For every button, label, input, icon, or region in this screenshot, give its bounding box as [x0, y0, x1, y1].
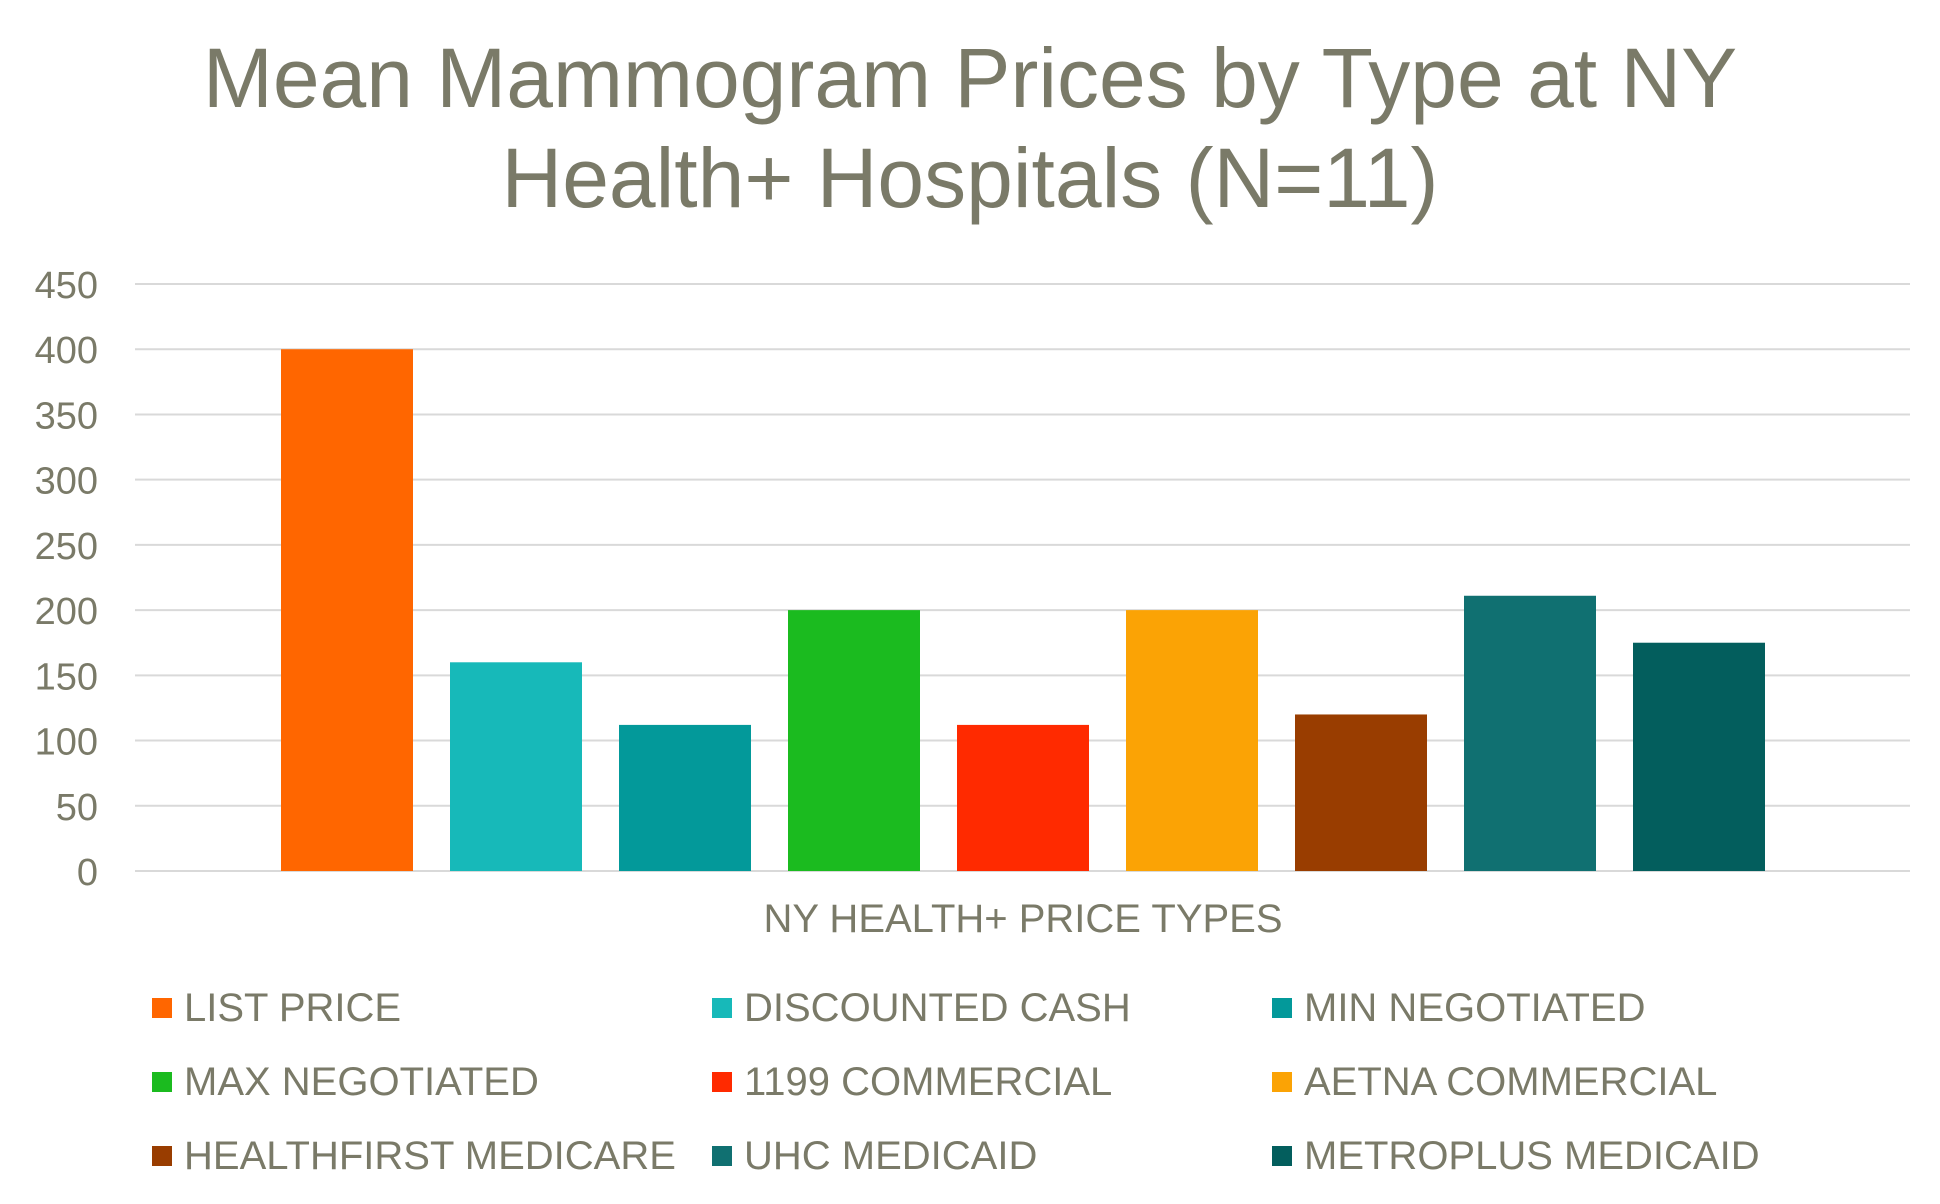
y-tick-label: 300: [35, 461, 98, 503]
legend-item: HEALTHFIRST MEDICARE: [152, 1126, 676, 1186]
bar-chart: 0 50 100 150 200 250 300 350 400 450 NY HEALTH+ P…: [35, 265, 1910, 941]
legend-label: HEALTHFIRST MEDICARE: [184, 1133, 676, 1178]
bar-list-price: [281, 349, 413, 871]
legend-label: MIN NEGOTIATED: [1304, 985, 1646, 1030]
y-tick-label: 350: [35, 395, 98, 437]
y-tick-label: 50: [56, 787, 98, 829]
bar-metroplus-medicaid: [1633, 642, 1765, 871]
legend-swatch: [712, 998, 732, 1018]
legend-label: UHC MEDICAID: [744, 1133, 1038, 1178]
bar-healthfirst-medicare: [1295, 714, 1427, 871]
legend-item: 1199 COMMERCIAL: [712, 1052, 1112, 1112]
legend-swatch: [152, 998, 172, 1018]
y-tick-label: 200: [35, 591, 98, 633]
legend-swatch: [152, 1072, 172, 1092]
y-tick-label: 400: [35, 330, 98, 372]
legend-label: 1199 COMMERCIAL: [744, 1059, 1113, 1104]
legend-swatch: [712, 1072, 732, 1092]
legend-item: MIN NEGOTIATED: [1272, 978, 1645, 1038]
bar-max-negotiated: [788, 610, 920, 871]
legend-label: AETNA COMMERCIAL: [1304, 1059, 1718, 1104]
bars: [281, 349, 1765, 871]
legend-label: LIST PRICE: [184, 985, 402, 1030]
legend-swatch: [712, 1146, 732, 1166]
y-tick-label: 150: [35, 656, 98, 698]
legend-item: AETNA COMMERCIAL: [1272, 1052, 1717, 1112]
legend-swatch: [1272, 1072, 1292, 1092]
y-tick-label: 0: [77, 852, 98, 894]
y-tick-label: 100: [35, 722, 98, 764]
chart-title: Mean Mammogram Prices by Type at NY Heal…: [0, 28, 1940, 228]
legend-label: METROPLUS MEDICAID: [1304, 1133, 1760, 1178]
bar-min-negotiated: [619, 724, 751, 871]
legend-label: DISCOUNTED CASH: [744, 985, 1131, 1030]
chart-title-line-2: Health+ Hospitals (N=11): [501, 131, 1439, 225]
bar-discounted-cash: [450, 662, 582, 871]
legend-item: UHC MEDICAID: [712, 1126, 1037, 1186]
legend-item: LIST PRICE: [152, 978, 401, 1038]
legend-swatch: [1272, 1146, 1292, 1166]
bar-uhc-medicaid: [1464, 595, 1596, 871]
legend-swatch: [152, 1146, 172, 1166]
bar-aetna-commercial: [1126, 610, 1258, 871]
x-axis-label: NY HEALTH+ PRICE TYPES: [763, 897, 1282, 941]
chart-title-line-1: Mean Mammogram Prices by Type at NY: [202, 31, 1738, 125]
legend-label: MAX NEGOTIATED: [184, 1059, 539, 1104]
y-axis-tick-labels: 0 50 100 150 200 250 300 350 400 450: [35, 265, 98, 894]
y-tick-label: 250: [35, 526, 98, 568]
legend-item: MAX NEGOTIATED: [152, 1052, 539, 1112]
legend-item: METROPLUS MEDICAID: [1272, 1126, 1760, 1186]
legend-swatch: [1272, 998, 1292, 1018]
legend-item: DISCOUNTED CASH: [712, 978, 1131, 1038]
y-tick-label: 450: [35, 265, 98, 307]
bar-1199-commercial: [957, 724, 1089, 871]
